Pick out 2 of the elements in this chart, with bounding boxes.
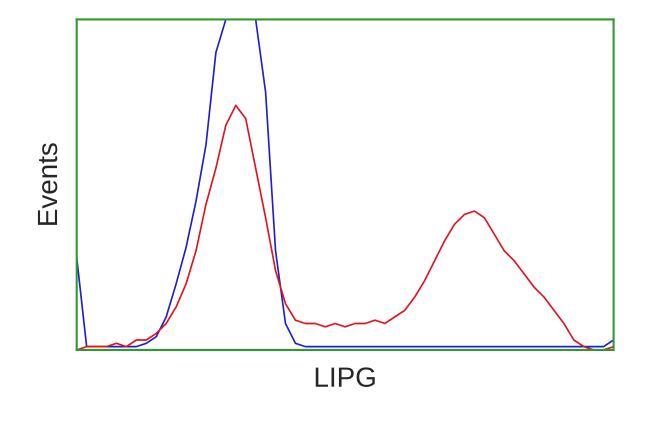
x-axis-title: LIPG	[316, 367, 375, 387]
y-axis-title: Events	[38, 143, 58, 225]
